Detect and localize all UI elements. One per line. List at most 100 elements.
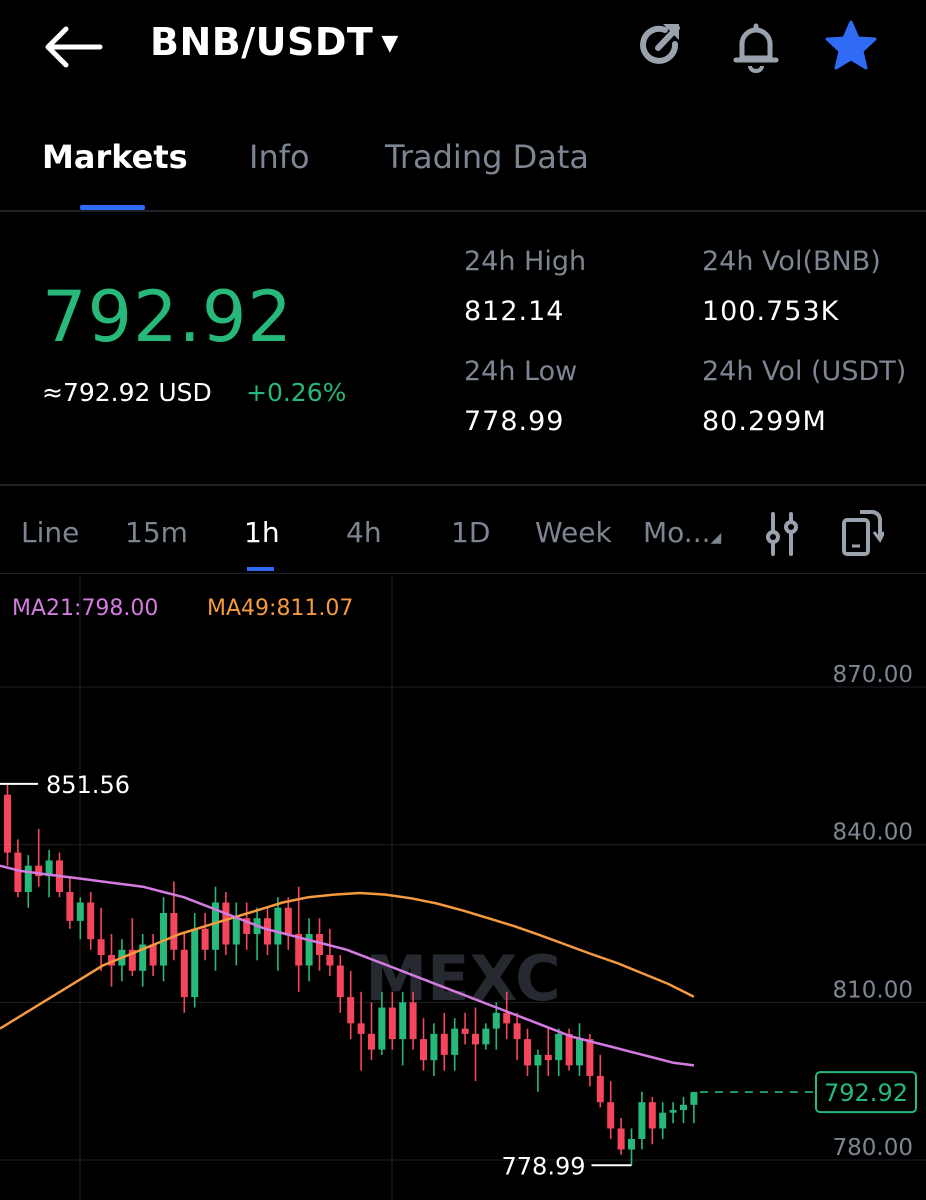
candle-body	[368, 1033, 375, 1050]
interval-line[interactable]: Line	[21, 516, 80, 549]
interval-1d[interactable]: 1D	[451, 516, 491, 549]
candle-body	[97, 939, 105, 956]
candle	[628, 1128, 635, 1166]
interval-4h[interactable]: 4h	[346, 516, 382, 549]
candle	[326, 928, 334, 977]
low-marker-label: 778.99	[502, 1152, 586, 1180]
y-tick-label: 780.00	[833, 1135, 913, 1161]
low-label: 24h Low	[464, 356, 578, 387]
candle	[596, 1054, 604, 1108]
vol-base-label: 24h Vol(BNB)	[702, 246, 881, 277]
y-tick-label: 840.00	[833, 820, 913, 846]
ma21-readout: MA21:798.00	[12, 596, 159, 621]
current-price-box	[815, 1071, 917, 1114]
tab-markets[interactable]: Markets	[42, 138, 188, 176]
candle	[586, 1033, 594, 1087]
candle-body	[430, 1033, 438, 1061]
candle	[357, 991, 365, 1071]
candle-body	[690, 1092, 698, 1105]
watermark-text: MEXC	[365, 942, 560, 1015]
candle-body	[66, 891, 74, 921]
usd-equivalent: ≈792.92 USD	[42, 378, 212, 407]
candle-body	[4, 794, 11, 853]
candle-body	[680, 1104, 687, 1111]
candle-body	[378, 1007, 386, 1050]
indicator-settings-button[interactable]	[762, 510, 802, 562]
tab-trading-data[interactable]: Trading Data	[385, 138, 589, 176]
tab-info[interactable]: Info	[249, 138, 310, 176]
candle	[440, 1012, 448, 1071]
candle	[274, 897, 282, 971]
candle	[690, 1091, 698, 1124]
candle-body	[492, 1012, 500, 1029]
candle	[264, 907, 271, 956]
candle-body	[524, 1039, 531, 1066]
active-interval-indicator	[247, 567, 274, 571]
vol-quote-label: 24h Vol (USDT)	[702, 356, 907, 387]
candle-body	[326, 955, 334, 966]
candle	[4, 783, 11, 866]
candle	[648, 1096, 656, 1145]
candle	[534, 1049, 542, 1092]
vol-base-value: 100.753K	[702, 296, 840, 327]
candle-body	[503, 1012, 511, 1024]
favorite-button[interactable]	[822, 18, 878, 74]
current-price-label: 792.92	[824, 1079, 908, 1107]
candle	[253, 907, 261, 961]
candlestick-chart[interactable]: MEXC 870.00 840.00 810.00 780.00 851.56 778.…	[0, 575, 926, 1200]
candles-group	[4, 783, 698, 1166]
candle	[14, 839, 22, 898]
chevron-down-icon: ▼	[381, 30, 399, 56]
candle-body	[222, 902, 230, 945]
candle-body	[399, 1002, 407, 1040]
share-button[interactable]	[632, 18, 688, 74]
candle-body	[669, 1110, 677, 1113]
candle	[368, 1002, 375, 1061]
candle-body	[108, 955, 115, 966]
candle-body	[232, 918, 240, 945]
candle	[503, 991, 511, 1040]
interval-15m[interactable]: 15m	[125, 516, 188, 549]
price-change-percent: +0.26%	[246, 378, 347, 407]
interval-1h[interactable]: 1h	[244, 516, 280, 549]
candle	[388, 991, 396, 1050]
ma-lines-group	[0, 864, 695, 1067]
tabs-divider	[0, 210, 926, 212]
star-icon	[825, 20, 877, 70]
candle-body	[659, 1112, 667, 1129]
candle	[669, 1102, 677, 1124]
candle	[305, 918, 313, 982]
candle-body	[212, 902, 219, 950]
candle	[97, 907, 105, 971]
back-button[interactable]	[40, 24, 104, 70]
share-refresh-icon	[640, 24, 680, 64]
candle-body	[482, 1028, 490, 1045]
candle-body	[35, 865, 43, 877]
pair-selector[interactable]: BNB/USDT ▼	[150, 20, 399, 64]
vol-quote-value: 80.299M	[702, 406, 827, 437]
candle	[180, 934, 188, 1013]
candle-body	[544, 1054, 552, 1061]
candle-body	[24, 865, 32, 892]
price-alert-button[interactable]	[728, 18, 784, 74]
candle	[316, 918, 323, 971]
candle	[409, 991, 417, 1050]
candle-body	[87, 902, 95, 940]
high-marker-label: 851.56	[46, 771, 130, 799]
back-arrow-icon	[45, 26, 103, 68]
candle	[35, 828, 43, 887]
candle-body	[461, 1028, 469, 1034]
stats-divider	[0, 484, 926, 486]
ma49-readout: MA49:811.07	[207, 596, 354, 621]
candle	[544, 1028, 552, 1076]
candle-body	[440, 1033, 448, 1055]
top-bar: BNB/USDT ▼	[0, 0, 926, 100]
interval-week[interactable]: Week	[535, 516, 612, 549]
candle	[430, 1023, 438, 1076]
interval-more[interactable]: Mo...◢	[643, 516, 721, 549]
candle	[118, 939, 126, 982]
candle-body	[191, 928, 199, 998]
rotate-screen-button[interactable]	[840, 508, 886, 562]
candle	[347, 970, 355, 1040]
candle	[87, 891, 95, 950]
